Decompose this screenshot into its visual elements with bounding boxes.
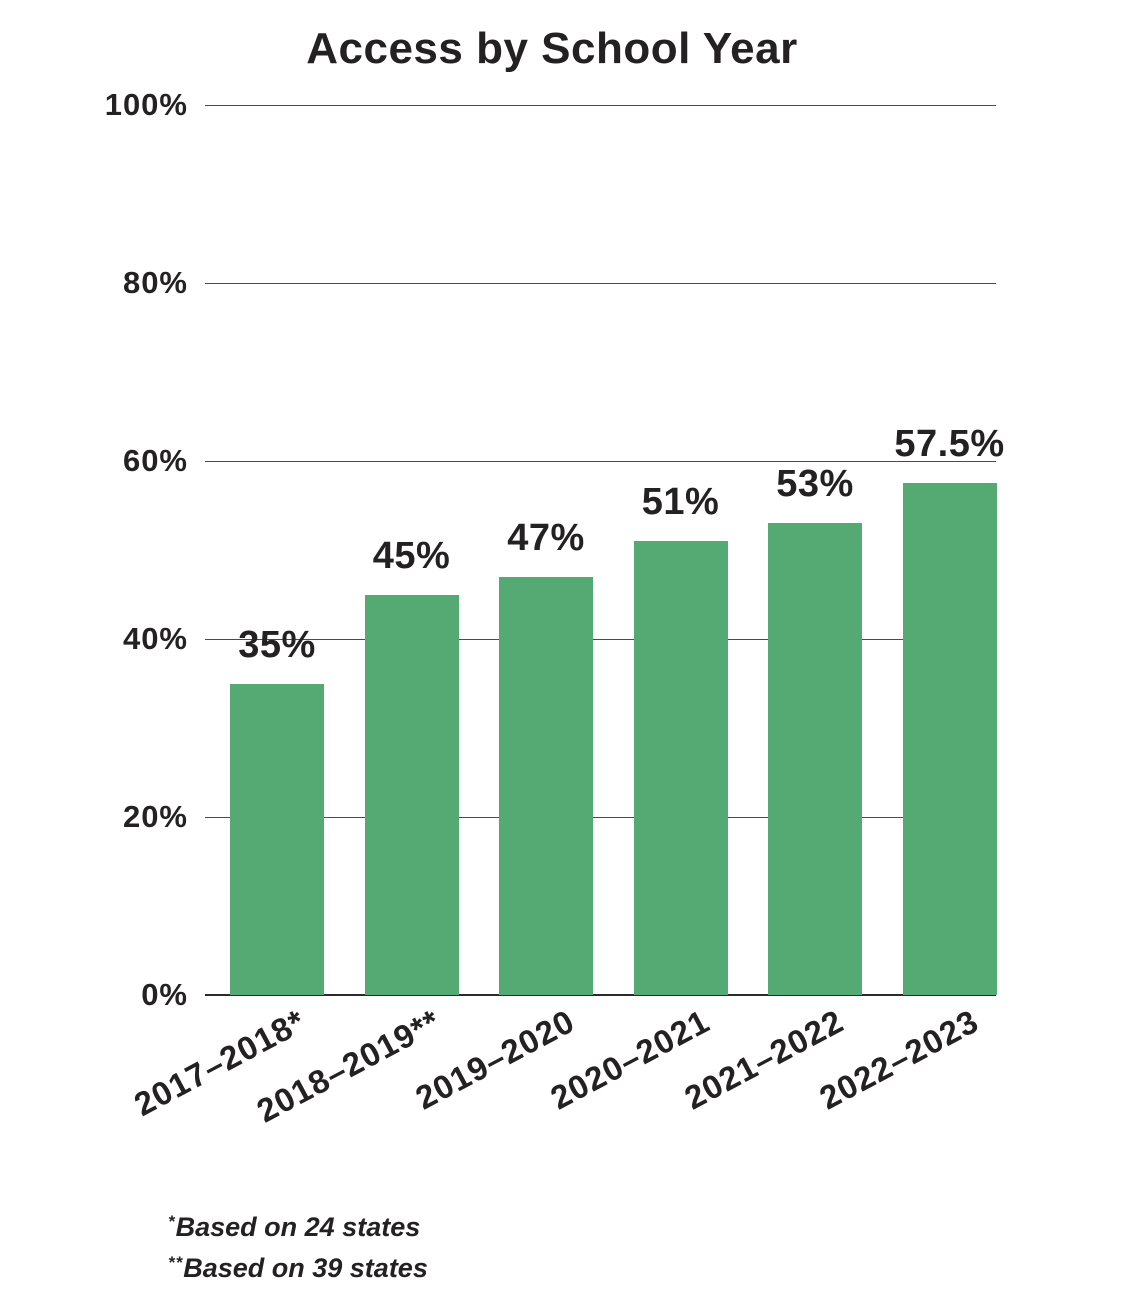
footnote-1-marker: * [168, 1212, 176, 1231]
bar-2019-2020 [499, 576, 593, 995]
y-tick-label-80: 80% [122, 265, 188, 300]
bar-2017-2018 [230, 683, 324, 995]
bar-value-label: 53% [776, 463, 854, 506]
chart-title: Access by School Year [306, 24, 798, 73]
bar-2022-2023 [902, 483, 997, 995]
gridline-80 [205, 283, 996, 284]
y-tick-label-20: 20% [122, 799, 188, 834]
footnote-2: **Based on 39 states [168, 1245, 428, 1286]
x-axis-baseline [205, 994, 996, 996]
bar-2020-2021 [633, 541, 728, 995]
bar-value-label: 47% [507, 516, 585, 559]
bar-value-label: 35% [238, 623, 316, 666]
footnote-1-text: Based on 24 states [175, 1212, 421, 1242]
y-tick-label-40: 40% [122, 621, 188, 656]
bar-2018-2019 [364, 594, 459, 995]
gridline-20 [205, 817, 996, 818]
y-tick-label-100: 100% [104, 87, 188, 122]
gridline-100 [205, 105, 996, 106]
bar-value-label: 57.5% [894, 423, 1005, 466]
bar-2021-2022 [768, 523, 862, 995]
footnote-1: *Based on 24 states [168, 1204, 428, 1245]
y-tick-label-0: 0% [141, 977, 188, 1012]
gridline-60 [205, 461, 996, 462]
footnote-2-text: Based on 39 states [183, 1253, 428, 1283]
y-tick-label-60: 60% [122, 443, 188, 478]
footnote-2-marker: ** [168, 1253, 184, 1272]
footnotes: *Based on 24 states **Based on 39 states [168, 1204, 428, 1286]
bar-value-label: 45% [372, 534, 451, 577]
plot-area: 35% 45% 47% 51% 53% 57.5% [205, 105, 1004, 996]
bar-value-label: 51% [641, 481, 720, 524]
gridline-40 [205, 639, 996, 640]
